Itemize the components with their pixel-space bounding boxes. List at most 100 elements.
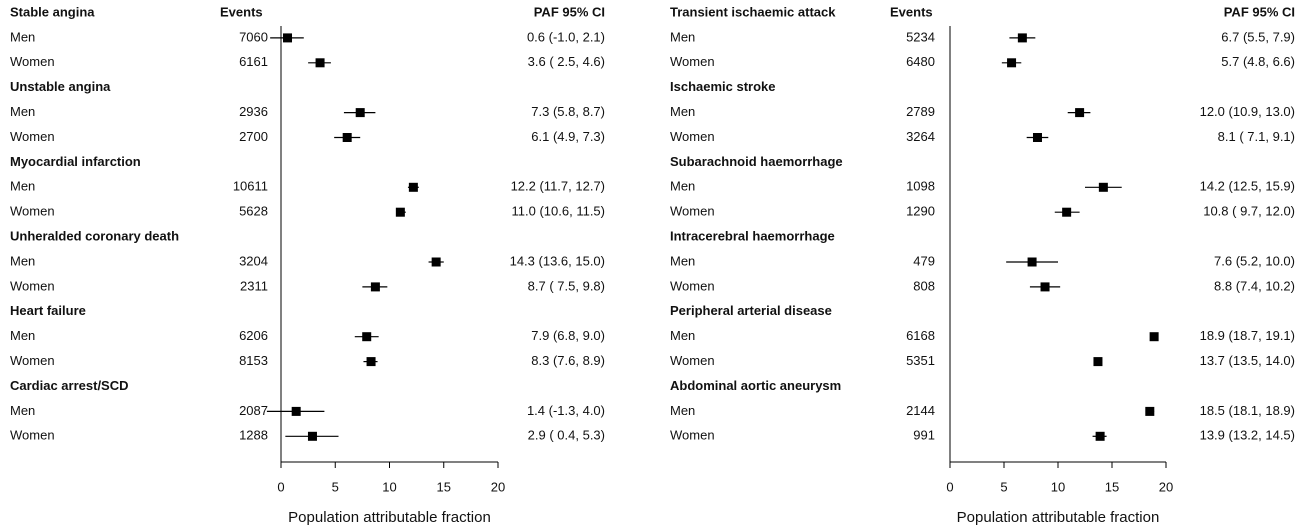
row-label: Men [10, 29, 35, 44]
events: 479 [913, 253, 935, 268]
ci-label: 0.6 (-1.0, 2.1) [527, 29, 605, 44]
ci-label: 8.1 ( 7.1, 9.1) [1218, 129, 1295, 144]
events: 6168 [906, 328, 935, 343]
x-tick-label: 0 [946, 479, 953, 494]
row-label: Men [670, 104, 695, 119]
estimate [1007, 58, 1017, 68]
estimate [370, 282, 380, 292]
row-label: Women [10, 428, 55, 443]
events: 7060 [239, 29, 268, 44]
ci-label: 8.3 (7.6, 8.9) [531, 353, 605, 368]
group-label: Stable angina [10, 4, 95, 19]
estimate [307, 431, 317, 441]
events: 5351 [906, 353, 935, 368]
group-label: Ischaemic stroke [670, 79, 776, 94]
estimate [408, 182, 418, 192]
row-label: Women [10, 129, 55, 144]
events: 2700 [239, 129, 268, 144]
group-label: Subarachnoid haemorrhage [670, 154, 843, 169]
events: 5234 [906, 29, 935, 44]
estimate [431, 257, 441, 267]
events: 2789 [906, 104, 935, 119]
events: 2311 [240, 278, 268, 293]
estimate [1093, 357, 1103, 367]
x-tick-label: 20 [491, 479, 505, 494]
ci-label: 2.9 ( 0.4, 5.3) [528, 428, 605, 443]
events: 6206 [239, 328, 268, 343]
row-label: Women [10, 54, 55, 69]
ci-label: 7.6 (5.2, 10.0) [1214, 253, 1295, 268]
row-label: Men [10, 328, 35, 343]
ci-label: 13.9 (13.2, 14.5) [1200, 428, 1295, 443]
group-label: Heart failure [10, 303, 86, 318]
events: 3204 [239, 253, 268, 268]
events: 1288 [239, 428, 268, 443]
row-label: Women [670, 278, 715, 293]
group-label: Myocardial infarction [10, 154, 141, 169]
estimate [283, 33, 293, 43]
events: 1098 [906, 179, 935, 194]
estimate [1017, 33, 1027, 43]
row-label: Women [670, 204, 715, 219]
events: 8153 [239, 353, 268, 368]
ci-label: 7.9 (6.8, 9.0) [531, 328, 605, 343]
group-label: Transient ischaemic attack [670, 4, 836, 19]
estimate [1062, 207, 1072, 217]
ci-label: 14.2 (12.5, 15.9) [1200, 179, 1295, 194]
estimate [291, 406, 301, 416]
group-label: Peripheral arterial disease [670, 303, 832, 318]
ci-label: 3.6 ( 2.5, 4.6) [528, 54, 605, 69]
events-header: Events [220, 4, 263, 19]
ci-label: 13.7 (13.5, 14.0) [1200, 353, 1295, 368]
estimate [395, 207, 405, 217]
x-tick-label: 15 [437, 479, 451, 494]
x-tick-label: 15 [1105, 479, 1119, 494]
estimate [362, 332, 372, 342]
ci-label: 12.0 (10.9, 13.0) [1200, 104, 1295, 119]
row-label: Women [10, 204, 55, 219]
events: 6480 [906, 54, 935, 69]
row-label: Women [670, 129, 715, 144]
ci-label: 11.0 (10.6, 11.5) [512, 204, 605, 219]
x-axis-label: Population attributable fraction [288, 509, 491, 526]
events-header: Events [890, 4, 933, 19]
x-tick-label: 10 [382, 479, 396, 494]
estimate [342, 133, 352, 142]
x-tick-label: 5 [332, 479, 339, 494]
estimate [1095, 431, 1105, 441]
ci-label: 10.8 ( 9.7, 12.0) [1203, 204, 1295, 219]
events: 808 [913, 278, 935, 293]
group-label: Unheralded coronary death [10, 229, 179, 244]
ci-label: 1.4 (-1.3, 4.0) [527, 403, 605, 418]
events: 1290 [906, 204, 935, 219]
x-tick-label: 0 [277, 479, 284, 494]
row-label: Men [670, 179, 695, 194]
estimate [366, 357, 376, 367]
ci-label: 12.2 (11.7, 12.7) [511, 179, 605, 194]
events: 991 [913, 428, 935, 443]
group-label: Unstable angina [10, 79, 111, 94]
row-label: Men [670, 29, 695, 44]
events: 2936 [239, 104, 268, 119]
row-label: Men [10, 403, 35, 418]
row-label: Women [670, 353, 715, 368]
ci-label: 18.5 (18.1, 18.9) [1200, 403, 1295, 418]
row-label: Men [670, 403, 695, 418]
ci-label: 7.3 (5.8, 8.7) [531, 104, 605, 119]
row-label: Women [10, 278, 55, 293]
row-label: Men [670, 328, 695, 343]
events: 3264 [906, 129, 935, 144]
estimate [1027, 257, 1037, 267]
row-label: Men [670, 253, 695, 268]
row-label: Women [670, 54, 715, 69]
events: 2087 [239, 403, 268, 418]
row-label: Men [10, 104, 35, 119]
row-label: Men [10, 179, 35, 194]
row-label: Women [10, 353, 55, 368]
ci-label: 5.7 (4.8, 6.6) [1221, 54, 1295, 69]
group-label: Cardiac arrest/SCD [10, 378, 129, 393]
row-label: Men [10, 253, 35, 268]
estimate [1149, 332, 1159, 342]
ci-label: 8.8 (7.4, 10.2) [1214, 278, 1295, 293]
